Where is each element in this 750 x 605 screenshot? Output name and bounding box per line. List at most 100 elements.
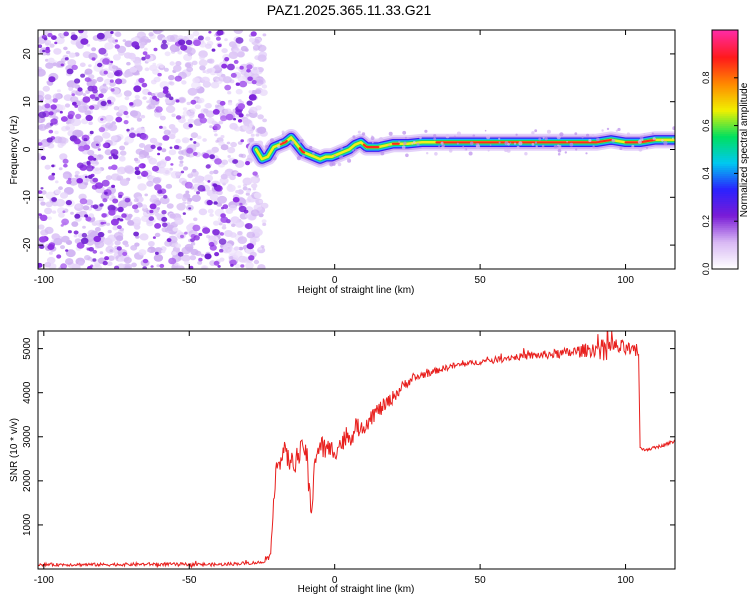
noise-blob-light [107,255,115,261]
colorbar-step [712,111,738,115]
noise-blob-dark [219,248,224,253]
ridge-speck [588,138,592,143]
noise-blob-light [196,135,202,140]
noise-blob-light [99,84,109,93]
snr-x-label: Height of straight line (km) [298,584,415,595]
noise-blob-dark [89,94,96,99]
noise-blob-light [174,217,184,225]
noise-blob-light [63,46,68,51]
noise-blob-dark [160,43,168,50]
noise-blob-dark [190,99,197,105]
noise-blob-dark [175,99,180,103]
colorbar-step [712,217,738,220]
noise-blob-light [227,91,232,95]
colorbar-step [712,55,738,59]
noise-blob-light [217,195,228,204]
noise-blob-light [184,260,190,266]
noise-blob-light [161,148,167,153]
noise-blob-dark [67,230,72,234]
ridge-speck [498,137,501,140]
noise-blob-light [179,160,184,164]
noise-blob-dark [141,82,148,88]
noise-blob-light [257,44,267,52]
ridge-speck [542,136,545,139]
spectrogram-x-ticks: -100 -50 0 50 100 [34,30,634,286]
noise-blob-light [165,105,176,114]
noise-blob-light [174,47,180,52]
noise-blob-dark [48,175,55,181]
noise-blob-light [243,70,254,79]
noise-blob-light [44,94,52,100]
colorbar-step [712,173,738,176]
noise-blob-dark [94,96,100,101]
noise-blob-dark [48,76,56,83]
noise-blob-light [258,247,263,251]
ridge-speck [462,145,465,148]
noise-blob-light [168,149,177,156]
noise-blob-light [82,225,86,229]
colorbar-step [712,49,738,53]
noise-blob-dark [76,242,85,249]
noise-blob-light [203,174,214,182]
colorbar-step [712,99,738,103]
noise-blob-light [218,120,224,125]
noise-blob-light [161,249,166,254]
noise-blob-light [65,50,71,55]
ridge-speck [347,157,350,161]
noise-blob-light [218,75,226,82]
noise-blob-dark [129,132,136,139]
snr-series-line [38,331,675,569]
noise-blob-light [59,192,69,199]
noise-blob-light [185,62,192,68]
noise-blob-dark [74,104,79,108]
noise-blob-dark [61,218,69,226]
ridge-speck [538,137,542,141]
noise-blob-dark [247,76,253,82]
noise-blob-light [187,87,198,96]
noise-blob-dark [212,229,220,236]
colorbar-step [712,199,738,202]
noise-blob-dark [114,44,121,49]
noise-blob-light [159,30,164,33]
noise-blob-light [129,66,138,73]
noise-blob-light [139,43,145,49]
noise-blob-dark [224,84,232,91]
noise-blob-light [188,112,195,118]
noise-blob-light [172,227,179,232]
noise-blob-dark [95,182,103,189]
noise-blob-dark [157,189,163,194]
noise-blob-dark [40,155,47,161]
ridge-speck [357,130,361,134]
noise-blob-light [241,256,250,264]
x-tick-label: -100 [34,575,54,586]
ridge-peak [279,140,288,146]
noise-blob-dark [154,223,162,229]
colorbar-step [712,255,738,258]
noise-blob-dark [85,216,92,222]
noise-blob-light [144,193,148,197]
noise-blob-dark [123,120,129,125]
noise-blob-light [237,141,243,145]
noise-blob-light [181,80,187,85]
colorbar-step [712,79,738,83]
noise-blob-light [48,251,53,255]
noise-blob-dark [246,100,253,106]
colorbar-step [712,119,738,123]
noise-blob-dark [212,183,218,188]
noise-blob-dark [117,217,121,221]
noise-blob-dark [126,128,130,132]
noise-blob-light [127,220,135,226]
noise-blob-light [134,157,139,162]
colorbar-step [712,227,738,230]
noise-blob-dark [102,143,109,148]
noise-blob-light [229,232,237,238]
noise-blob-dark [202,227,211,234]
noise-blob-dark [140,133,149,141]
noise-blob-light [119,178,130,186]
noise-blob-light [153,76,161,83]
ridge-speck [402,130,407,135]
y-tick-label: 1000 [22,513,33,536]
colorbar-step [712,241,738,244]
noise-blob-light [92,167,102,175]
